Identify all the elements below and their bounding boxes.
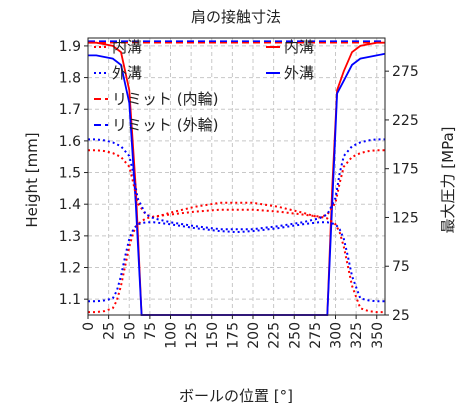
x-tick-label: 150 — [205, 322, 221, 349]
series-line — [88, 41, 385, 316]
x-tick-label: 75 — [143, 322, 159, 340]
legend-label: リミット (外輪) — [112, 116, 218, 134]
legend-label: 外溝 — [112, 64, 142, 82]
x-tick-label: 225 — [267, 322, 283, 349]
legend-label: 内溝 — [284, 38, 314, 56]
series-line — [88, 149, 385, 219]
x-axis-label: ボールの位置 [°] — [179, 387, 293, 405]
x-tick-label: 200 — [246, 322, 262, 349]
x-tick-label: 175 — [225, 322, 241, 349]
x-tick-label: 300 — [329, 322, 345, 349]
chart-title: 肩の接触寸法 — [191, 8, 281, 26]
x-tick-label: 350 — [370, 322, 386, 349]
y-tick-label-right: 25 — [392, 308, 410, 324]
legend-label: 外溝 — [284, 64, 314, 82]
legend-label: 内溝 — [112, 38, 142, 56]
x-tick-label: 325 — [349, 322, 365, 349]
axes — [87, 37, 386, 316]
y-tick-label-right: 75 — [392, 259, 410, 275]
series-layer — [88, 40, 386, 316]
y-tick-label-left: 1.2 — [59, 261, 81, 277]
y-tick-label-right: 125 — [392, 210, 419, 226]
series-line — [88, 138, 385, 231]
x-tick-label: 250 — [287, 322, 303, 349]
x-tick-label: 50 — [122, 322, 138, 340]
y-tick-label-right: 275 — [392, 64, 419, 80]
y-tick-label-left: 1.3 — [59, 229, 81, 245]
y-tick-label-left: 1.5 — [59, 166, 81, 182]
y-axis-label-right: 最大圧力 [MPa] — [439, 127, 457, 234]
y-tick-label-left: 1.4 — [59, 197, 81, 213]
series-line — [88, 221, 385, 303]
tick-labels: 0 25 50 75 100 125 150 175 200 225 250 275 300 325 350… — [59, 39, 419, 349]
x-tick-label: 275 — [308, 322, 324, 349]
y-tick-label-right: 225 — [392, 113, 419, 129]
x-tick-label: 100 — [164, 322, 180, 349]
y-tick-label-left: 1.8 — [59, 71, 81, 87]
y-tick-label-right: 175 — [392, 162, 419, 178]
y-tick-label-left: 1.1 — [59, 292, 81, 308]
y-tick-label-left: 1.9 — [59, 39, 81, 55]
series-line — [88, 208, 385, 314]
y-tick-label-left: 1.6 — [59, 134, 81, 150]
y-tick-label-left: 1.7 — [59, 102, 81, 118]
x-tick-label: 125 — [184, 322, 200, 349]
x-tick-label: 25 — [102, 322, 118, 340]
y-axis-label-left: Height [mm] — [23, 132, 41, 227]
x-tick-label: 0 — [81, 322, 97, 331]
plot-frame — [87, 37, 386, 316]
legend-label: リミット (内輪) — [112, 90, 218, 108]
